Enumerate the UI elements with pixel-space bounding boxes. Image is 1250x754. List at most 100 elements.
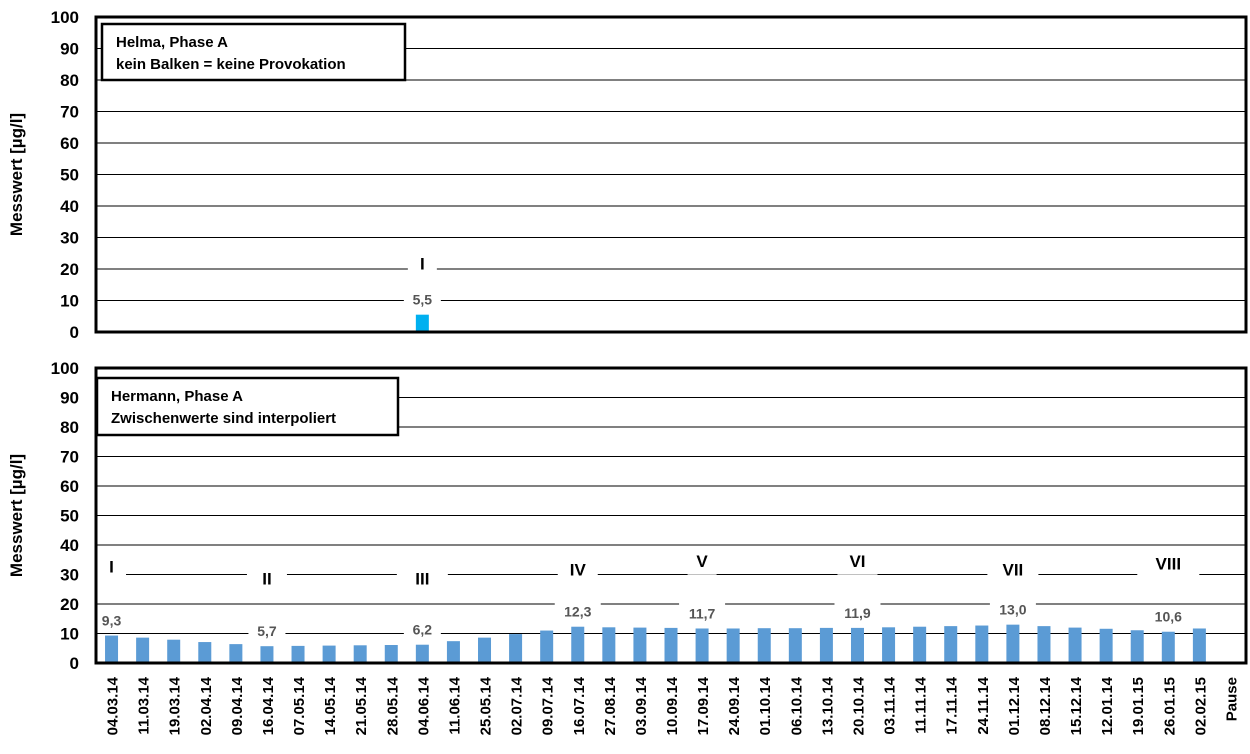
chart2-y-tick-label: 50	[60, 507, 79, 526]
chart2-x-tick-label: 24.09.14	[726, 676, 743, 735]
chart2-x-tick-label: 21.05.14	[353, 676, 370, 735]
chart2-bar	[136, 637, 150, 663]
chart2-bar	[975, 625, 989, 663]
chart2-bar	[571, 626, 585, 663]
chart2-phase-label: III	[415, 569, 429, 588]
chart2-bar	[913, 626, 927, 663]
chart2-bar	[1130, 630, 1144, 663]
chart1-phase-label: I	[420, 255, 425, 274]
chart1-legend-box	[100, 22, 407, 82]
chart2-x-tick-label: Pause	[1223, 677, 1240, 721]
chart2-phase-label: IV	[570, 561, 587, 580]
chart2-x-tick-label: 19.01.15	[1130, 677, 1147, 735]
chart2-x-tick-label: 15.12.14	[1068, 676, 1085, 735]
chart2-bar	[446, 641, 460, 663]
chart2-x-tick-label: 11.06.14	[446, 676, 463, 734]
chart2-x-tick-label: 08.12.14	[1037, 676, 1054, 735]
chart2-data-label: 5,7	[257, 623, 277, 639]
chart2-data-label: 10,6	[1155, 609, 1182, 625]
chart2-bar	[540, 630, 554, 663]
chart2-y-tick-label: 40	[60, 536, 79, 555]
chart2-phase-label-bg	[837, 546, 878, 575]
chart2-legend-line: Zwischenwerte sind interpoliert	[111, 410, 336, 427]
chart2-x-tick-label: 19.03.14	[167, 676, 184, 735]
chart2-phase-label-bg	[1137, 549, 1200, 578]
chart2-data-label: 11,9	[844, 605, 871, 621]
chart1-legend-line: Helma, Phase A	[116, 34, 228, 51]
chart2-x-tick-label: 02.07.14	[509, 676, 526, 735]
chart2-x-tick-label: 25.05.14	[478, 676, 495, 735]
chart2-x-tick-label: 03.11.14	[882, 676, 899, 734]
chart1-y-tick-label: 100	[51, 8, 79, 27]
chart2-x-tick-label: 27.08.14	[602, 676, 619, 735]
chart2-bar	[726, 628, 740, 663]
chart1-y-tick-label: 20	[60, 260, 79, 279]
chart2-y-tick-label: 100	[51, 359, 79, 378]
chart2-x-tick-label: 02.02.15	[1192, 677, 1209, 735]
chart2-bar	[1068, 627, 1082, 663]
chart2-bar	[260, 646, 274, 663]
chart2-bar	[509, 634, 523, 663]
chart2-x-tick-label: 04.06.14	[415, 676, 432, 735]
chart2-data-label: 11,7	[689, 605, 716, 621]
chart2-x-tick-label: 14.05.14	[322, 676, 339, 735]
chart2-legend-line: Hermann, Phase A	[111, 388, 243, 405]
chart2-x-tick-label: 09.04.14	[229, 676, 246, 735]
chart2-phase-label-bg	[246, 564, 287, 593]
chart2-phase-label: II	[262, 569, 271, 588]
chart2-bar	[664, 627, 678, 663]
chart2-x-tick-label: 10.09.14	[664, 676, 681, 735]
chart2-bar	[882, 627, 896, 663]
chart1-y-tick-label: 50	[60, 166, 79, 185]
chart1-plot-frame	[94, 15, 1248, 334]
chart2-bar	[1161, 631, 1175, 663]
chart1-y-tick-label: 60	[60, 134, 79, 153]
chart2-bar	[944, 626, 958, 663]
chart1-y-tick-label: 70	[60, 103, 79, 122]
chart2-bar	[695, 628, 709, 663]
chart2-data-label: 12,3	[564, 604, 591, 620]
chart2-x-tick-label: 13.10.14	[819, 676, 836, 735]
chart1-y-axis-label: Messwert [µg/l]	[7, 113, 26, 236]
chart1-y-tick-label: 10	[60, 292, 79, 311]
chart2-y-tick-label: 30	[60, 566, 79, 585]
chart2-x-tick-label: 20.10.14	[850, 676, 867, 735]
chart1-data-label: 5,5	[413, 292, 433, 308]
chart2-y-axis-label: Messwert [µg/l]	[7, 454, 26, 577]
chart2-y-tick-label: 90	[60, 389, 79, 408]
chart2-data-label-bg	[679, 603, 726, 624]
chart2-phase-label-bg	[97, 552, 127, 581]
chart2-legend-box	[95, 376, 400, 437]
chart2-phase-label: VI	[849, 552, 865, 571]
chart2-x-tick-label: 16.07.14	[571, 676, 588, 735]
chart2-bar	[384, 645, 398, 663]
chart1-y-tick-label: 80	[60, 71, 79, 90]
chart1-y-tick-label: 40	[60, 197, 79, 216]
chart2-bar	[322, 645, 336, 663]
chart2-y-tick-label: 60	[60, 477, 79, 496]
chart2-x-tick-label: 01.10.14	[757, 676, 774, 735]
chart2-bar	[1006, 624, 1020, 663]
chart2-y-tick-label: 80	[60, 418, 79, 437]
chart2-phase-label-bg	[687, 546, 717, 575]
chart2-data-label: 9,3	[102, 613, 122, 629]
chart2-y-tick-label: 10	[60, 625, 79, 644]
chart2-x-tick-label: 01.12.14	[1006, 676, 1023, 735]
chart2-data-label: 6,2	[413, 622, 433, 638]
chart2-bar	[478, 637, 492, 663]
chart2-data-label-bg	[834, 602, 881, 623]
chart2-y-tick-label: 20	[60, 595, 79, 614]
chart2-bar	[1099, 628, 1113, 663]
chart1-phase-label-bg	[407, 249, 437, 278]
chart2-x-tick-label: 28.05.14	[384, 676, 401, 735]
chart2-bar	[229, 644, 243, 663]
chart2-data-label-bg	[93, 610, 131, 631]
chart2-x-tick-label: 17.11.14	[944, 676, 961, 734]
chart2-data-label-bg	[989, 599, 1036, 620]
chart2-x-tick-label: 24.11.14	[975, 676, 992, 734]
chart1-y-tick-label: 0	[70, 323, 79, 342]
chart2-bar	[1192, 628, 1206, 663]
chart2-bar	[819, 627, 833, 663]
